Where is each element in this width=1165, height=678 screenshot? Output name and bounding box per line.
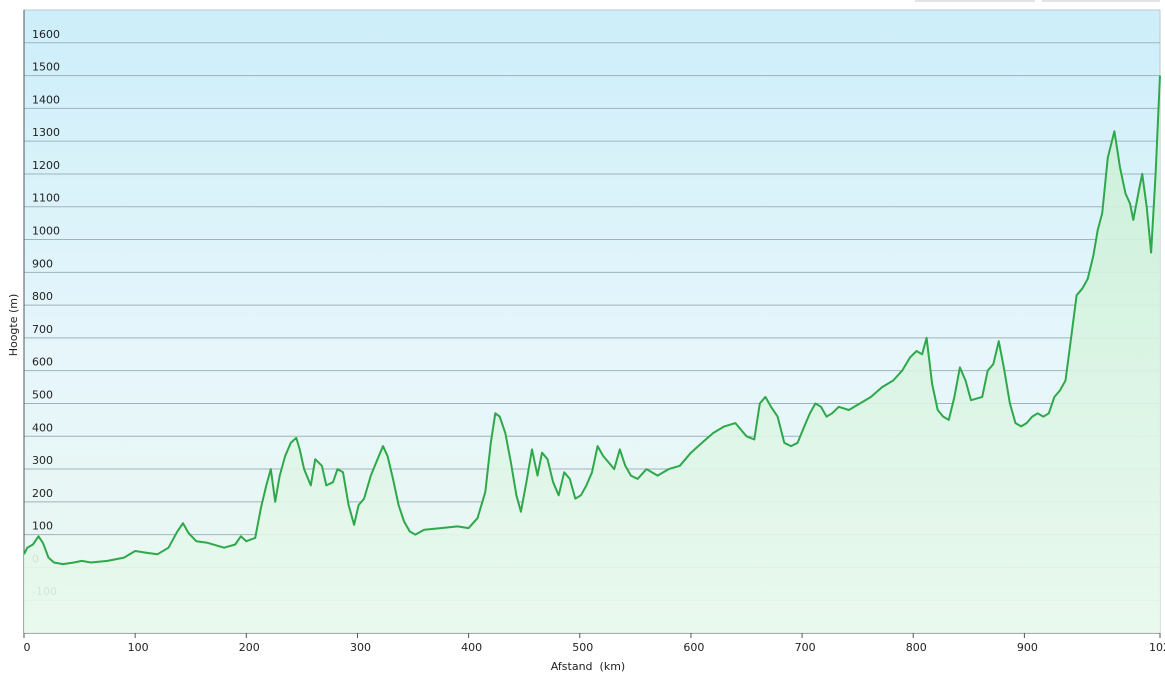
y-tick-label: 300	[32, 454, 53, 467]
x-tick-label: 1022	[1149, 641, 1165, 654]
tab[interactable]	[915, 0, 1035, 2]
y-tick-label: 1400	[32, 93, 60, 106]
x-tick-label: 600	[683, 641, 704, 654]
x-axis-title: Afstand (km)	[551, 660, 625, 673]
x-tick-label: 200	[239, 641, 260, 654]
y-axis-title: Hoogte (m)	[7, 294, 20, 357]
y-tick-label: 500	[32, 388, 53, 401]
y-tick-label: 1500	[32, 61, 60, 74]
x-tick-label: 500	[572, 641, 593, 654]
area	[24, 75, 1160, 634]
y-tick-label: 1600	[32, 28, 60, 41]
elevation-line	[23, 75, 1161, 566]
y-tick-label: 900	[32, 257, 53, 270]
x-tick-label: 300	[350, 641, 371, 654]
y-tick-label: 700	[32, 323, 53, 336]
y-tick-label: 100	[32, 520, 53, 533]
y-tick-label: 600	[32, 356, 53, 369]
x-tick-label: 400	[461, 641, 482, 654]
x-tick-label: 900	[1017, 641, 1038, 654]
y-tick-label: 1000	[32, 225, 60, 238]
x-tick-label: 700	[795, 641, 816, 654]
y-tick-label: 400	[32, 421, 53, 434]
tab[interactable]	[1042, 0, 1160, 2]
y-tick-label: 800	[32, 290, 53, 303]
x-tick-label: 100	[128, 641, 149, 654]
y-tick-label: 200	[32, 487, 53, 500]
y-tick-label: 1100	[32, 192, 60, 205]
x-tick-label: 800	[906, 641, 927, 654]
x-tick-label: 0	[24, 641, 31, 654]
y-tick-label: 1200	[32, 159, 60, 172]
y-tick-label: 1300	[32, 126, 60, 139]
